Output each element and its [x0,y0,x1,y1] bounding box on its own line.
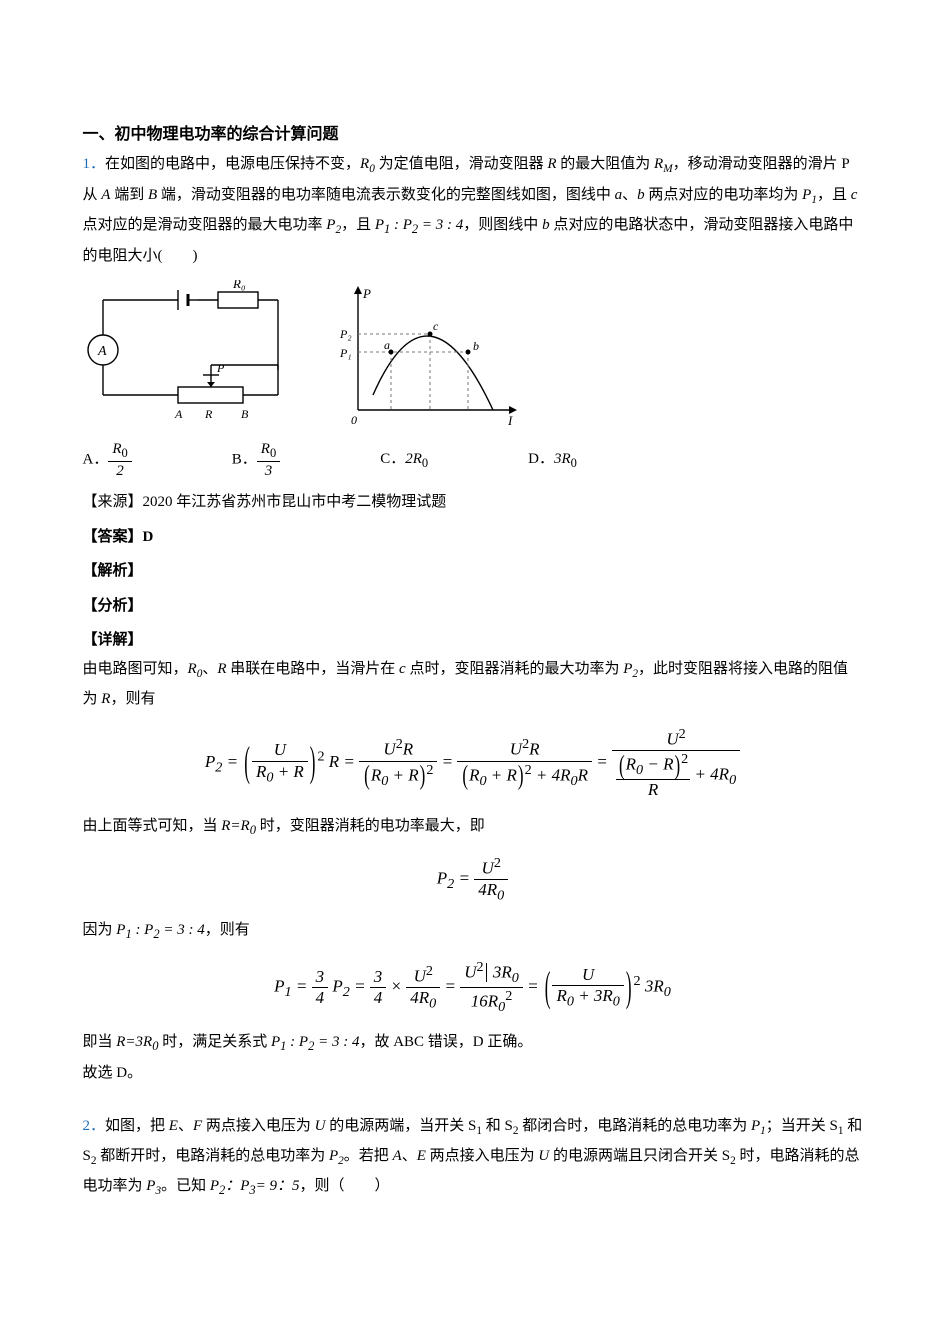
svg-text:R: R [204,407,213,421]
diagram-row: R₀ A P A R B [83,280,863,430]
svg-text:b: b [473,339,479,353]
q1-p1e: 的最大阻值为 [557,156,651,172]
section-title: 一、初中物理电功率的综合计算问题 [83,120,863,150]
option-D: D．3R0 [528,445,577,476]
q1-R: R [547,156,556,172]
q1-eq3: P1 = 34 P2 = 34 × U24R0 = U2 3R016R02 = … [83,959,863,1016]
q1-p3b: ，且 [341,217,375,233]
svg-text:P: P [362,286,371,301]
q1-p2d: 端到 [110,187,148,203]
q1-p2j: 两点对应的电功率均为 [645,187,803,203]
svg-text:P: P [216,361,225,375]
power-curve-chart: P₂ P₁ a c b P I 0 [333,280,523,430]
q1-p2n: 点对应的是滑动变阻器的最大电功率 [83,217,327,233]
q1-B: B [148,187,157,203]
q1-c: c [851,187,858,203]
q1-R0: R0 [360,156,375,172]
q1-b: b [637,187,645,203]
svg-text:P₂: P₂ [339,327,352,341]
svg-text:a: a [384,338,390,352]
q1-options: A．R02 B．R03 C．2R0 D．3R0 [83,440,863,480]
svg-text:A: A [174,407,183,421]
q1-fenxi: 【分析】 [83,592,863,621]
q1-expl2: 由上面等式可知，当 R=R0 时，变阻器消耗的电功率最大，即 [83,812,863,843]
svg-text:B: B [241,407,249,421]
q1-xiangjie: 【详解】 [83,626,863,655]
q1-ratio: P1 : P2 = 3 : 4 [375,217,463,233]
q1-p3c: ，则图线中 [463,217,542,233]
q1-answer: 【答案】D [83,523,863,552]
q1-expl5: 故选 D。 [83,1059,863,1088]
q1-RM: RM [654,156,673,172]
option-A: A．R02 [83,440,132,480]
q1-p2h: 、 [622,187,637,203]
option-C: C．2R0 [380,445,428,476]
circuit-diagram: R₀ A P A R B [83,280,293,430]
question-1: 1．在如图的电路中，电源电压保持不变，R0 为定值电阻，滑动变阻器 R 的最大阻… [83,150,863,270]
svg-text:I: I [507,413,513,428]
svg-text:A: A [97,344,107,359]
q1-number: 1． [83,156,106,172]
q1-eq2: P2 = U24R0 [83,855,863,904]
svg-text:c: c [433,319,439,333]
q1-source: 【来源】2020 年江苏省苏州市昆山市中考二模物理试题 [83,488,863,517]
q1-p2f: 端，滑动变阻器的电功率随电流表示数变化的完整图线如图，图线中 [157,187,615,203]
q1-P1: P1 [802,187,817,203]
q1-b2: b [542,217,550,233]
q1-expl1: 由电路图可知，R0、R 串联在电路中，当滑片在 c 点时，变阻器消耗的最大功率为… [83,655,863,714]
question-2: 2．如图，把 E、F 两点接入电压为 U 的电源两端，当开关 S1 和 S2 都… [83,1112,863,1204]
q1-P2: P2 [326,217,341,233]
q1-p1c: 为定值电阻，滑动变阻器 [375,156,548,172]
svg-text:0: 0 [351,413,357,427]
svg-text:R₀: R₀ [232,280,245,291]
q1-expl4: 即当 R=3R0 时，满足关系式 P1 : P2 = 3 : 4，故 ABC 错… [83,1028,863,1059]
q1-jiexi: 【解析】 [83,557,863,586]
q2-number: 2． [83,1118,106,1134]
q1-p1a: 在如图的电路中，电源电压保持不变， [105,156,360,172]
option-B: B．R03 [232,440,280,480]
q1-expl3: 因为 P1 : P2 = 3 : 4，则有 [83,916,863,947]
q1-eq1: P2 = (UR0 + R)2 R = U2R(R0 + R)2 = U2R(R… [83,726,863,800]
svg-text:P₁: P₁ [339,346,352,360]
q1-p2l: ，且 [817,187,851,203]
